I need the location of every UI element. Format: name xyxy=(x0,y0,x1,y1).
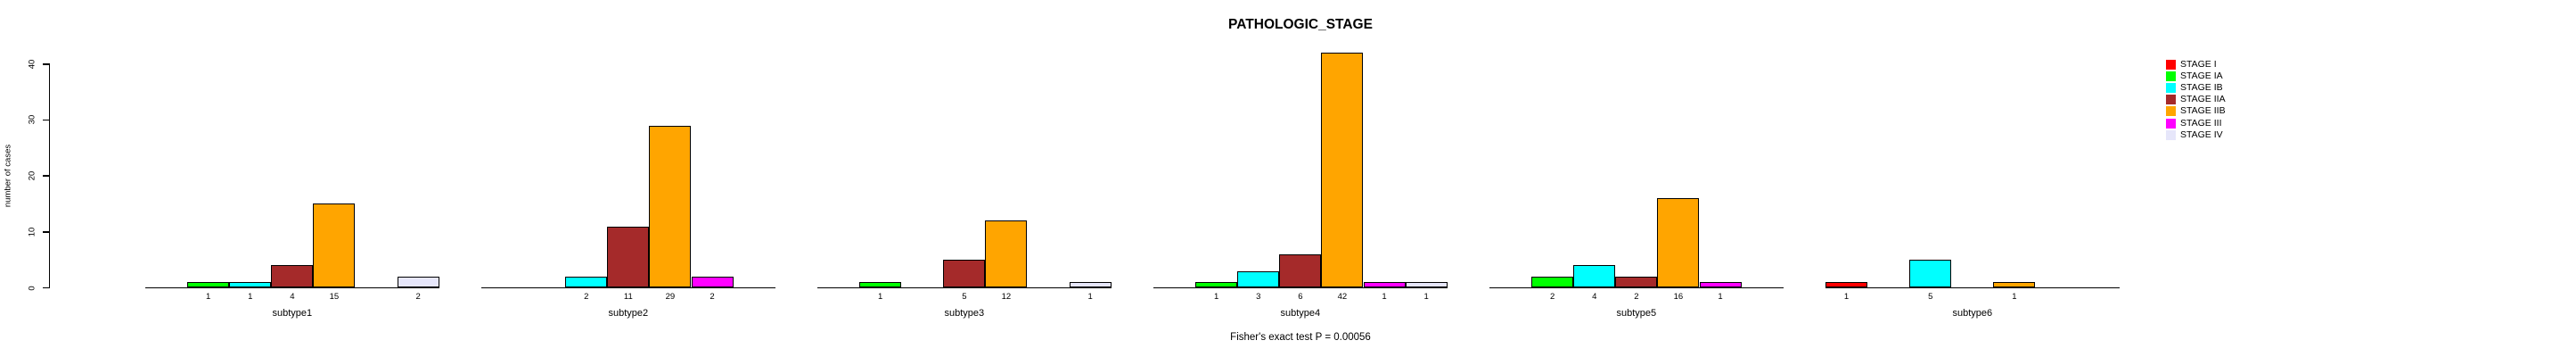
legend-item: STAGE I xyxy=(2166,58,2273,71)
bar-stage-ia-subtype4 xyxy=(1195,282,1238,288)
legend-swatch-icon xyxy=(2166,59,2176,70)
y-tick-label: 0 xyxy=(27,285,37,291)
legend-label: STAGE IV xyxy=(2180,129,2223,140)
bar-stage-iib-subtype4 xyxy=(1321,53,1364,288)
annotation-fisher-test: Fisher's exact test P = 0.00056 xyxy=(1230,332,1371,343)
x-axis-group-label: subtype4 xyxy=(1280,307,1321,319)
bar-stage-iia-subtype3 xyxy=(943,260,986,288)
bar-value-label: 15 xyxy=(329,292,340,302)
legend-label: STAGE IIA xyxy=(2180,94,2226,105)
bar-value-label: 1 xyxy=(2012,292,2017,302)
bar-value-label: 16 xyxy=(1673,292,1684,302)
bar-stage-iii-subtype5 xyxy=(1699,282,1742,288)
bar-stage-iib-subtype2 xyxy=(649,125,692,288)
bar-value-label: 2 xyxy=(584,292,589,302)
legend-swatch-icon xyxy=(2166,118,2176,129)
bar-stage-iii-subtype2 xyxy=(691,276,734,288)
bar-stage-iib-subtype1 xyxy=(313,203,356,288)
bar-stage-iia-subtype4 xyxy=(1279,253,1322,288)
bar-stage-iii-subtype4 xyxy=(1363,282,1406,288)
bar-stage-iia-subtype1 xyxy=(271,265,314,288)
bar-value-label: 12 xyxy=(1001,292,1012,302)
bar-stage-ib-subtype5 xyxy=(1573,265,1616,288)
legend-item: STAGE IIA xyxy=(2166,95,2273,105)
x-axis-line xyxy=(1825,286,2120,289)
x-axis-group-label: subtype1 xyxy=(272,307,313,319)
legend-label: STAGE IB xyxy=(2180,81,2223,93)
bar-value-label: 3 xyxy=(1256,292,1261,302)
x-axis-group-label: subtype6 xyxy=(1952,307,1993,319)
legend-label: STAGE IA xyxy=(2180,70,2223,81)
bar-value-label: 1 xyxy=(1382,292,1387,302)
legend-label: STAGE IIB xyxy=(2180,105,2226,117)
bar-value-label: 2 xyxy=(1634,292,1639,302)
bar-stage-iib-subtype5 xyxy=(1657,198,1700,288)
bar-stage-iib-subtype3 xyxy=(985,220,1028,288)
x-axis-group-label: subtype5 xyxy=(1616,307,1657,319)
bar-value-label: 1 xyxy=(1843,292,1850,302)
bar-value-label: 4 xyxy=(1592,292,1597,302)
legend-swatch-icon xyxy=(2166,71,2176,81)
bar-value-label: 29 xyxy=(665,292,676,302)
legend-swatch-icon xyxy=(2166,129,2176,140)
x-axis-group-label: subtype3 xyxy=(944,307,985,319)
bar-stage-i-subtype6 xyxy=(1825,282,1868,288)
bar-value-label: 4 xyxy=(290,292,295,302)
legend-item: STAGE IB xyxy=(2166,81,2273,94)
bar-value-label: 6 xyxy=(1298,292,1303,302)
legend-swatch-icon xyxy=(2166,95,2176,105)
bar-stage-iv-subtype3 xyxy=(1069,282,1112,288)
legend-swatch-icon xyxy=(2166,106,2176,117)
bar-stage-iib-subtype6 xyxy=(1993,282,2036,288)
y-tick-label: 10 xyxy=(27,227,37,237)
y-tick-label: 30 xyxy=(27,115,37,125)
y-tick xyxy=(43,286,50,289)
bar-value-label: 11 xyxy=(623,292,633,302)
y-tick-label: 20 xyxy=(27,170,37,181)
bar-value-label: 1 xyxy=(1423,292,1429,302)
bar-stage-iv-subtype1 xyxy=(397,276,439,288)
bar-value-label: 1 xyxy=(1087,292,1093,302)
legend-item: STAGE IA xyxy=(2166,71,2273,82)
bar-stage-ib-subtype1 xyxy=(229,282,272,288)
y-tick xyxy=(43,230,50,233)
legend-label: STAGE III xyxy=(2180,117,2222,129)
bar-stage-ib-subtype6 xyxy=(1909,260,1952,288)
bar-value-label: 2 xyxy=(710,292,715,302)
bar-stage-ia-subtype5 xyxy=(1531,276,1574,288)
bar-value-label: 1 xyxy=(1213,292,1219,302)
bar-value-label: 5 xyxy=(962,292,967,302)
bar-stage-ib-subtype4 xyxy=(1237,270,1280,288)
bar-stage-iia-subtype5 xyxy=(1615,276,1658,288)
bar-value-label: 2 xyxy=(1549,292,1555,302)
legend-item: STAGE IIB xyxy=(2166,106,2273,117)
bar-stage-ia-subtype3 xyxy=(859,282,902,288)
bar-stage-iv-subtype4 xyxy=(1405,282,1448,288)
bar-value-label: 5 xyxy=(1928,292,1933,302)
bar-value-label: 1 xyxy=(877,292,883,302)
bar-value-label: 1 xyxy=(248,292,253,302)
legend-label: STAGE I xyxy=(2180,58,2217,70)
y-tick xyxy=(43,175,50,177)
legend-swatch-icon xyxy=(2166,82,2176,93)
chart-title: PATHOLOGIC_STAGE xyxy=(1228,17,1373,32)
bar-value-label: 1 xyxy=(1718,292,1723,302)
y-tick-label: 40 xyxy=(27,59,37,69)
bar-stage-ia-subtype1 xyxy=(187,282,230,288)
bar-value-label: 42 xyxy=(1337,292,1348,302)
y-tick xyxy=(43,119,50,121)
bar-value-label: 1 xyxy=(205,292,211,302)
bar-stage-iia-subtype2 xyxy=(607,226,650,288)
bar-stage-ib-subtype2 xyxy=(565,276,608,288)
legend-item: STAGE III xyxy=(2166,117,2273,129)
bar-value-label: 2 xyxy=(415,292,421,302)
x-axis-group-label: subtype2 xyxy=(608,307,649,319)
legend-item: STAGE IV xyxy=(2166,129,2273,141)
y-tick xyxy=(43,62,50,65)
